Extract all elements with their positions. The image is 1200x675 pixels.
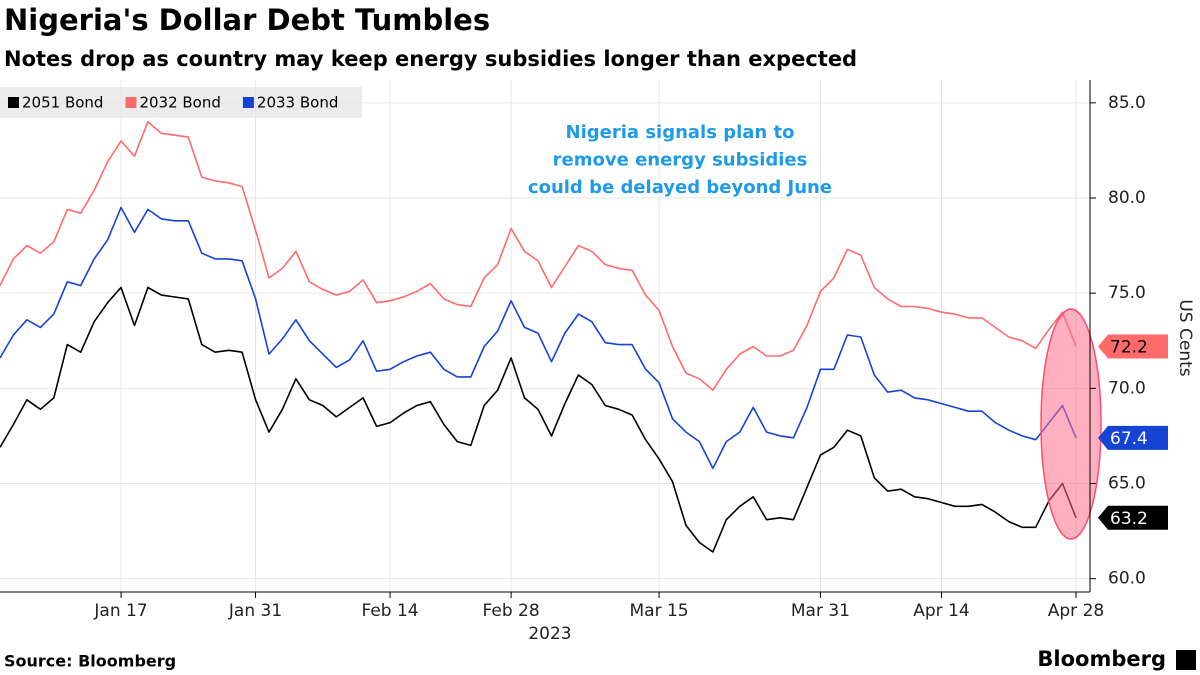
x-tick-label: Apr 14 [913, 601, 969, 621]
x-tick-label: Jan 17 [93, 601, 147, 621]
y-tick-label: 60.0 [1108, 569, 1146, 589]
end-tag-label: 72.2 [1110, 337, 1148, 357]
end-tag [1098, 334, 1168, 359]
x-tick-label: Feb 28 [483, 601, 540, 621]
y-tick-label: 80.0 [1108, 188, 1146, 208]
highlight [1040, 308, 1102, 540]
plot [0, 121, 1077, 553]
y-axis-label: US Cents [1175, 299, 1195, 376]
legend-label: 2032 Bond [139, 94, 220, 112]
end-tag [1098, 425, 1168, 450]
y-tick-label: 75.0 [1108, 283, 1146, 303]
annotation: remove energy subsidies [553, 150, 808, 171]
chart-title: Nigeria's Dollar Debt Tumbles [4, 3, 490, 37]
annotation: Nigeria signals plan to [566, 122, 795, 143]
legend-swatch [125, 97, 137, 108]
legend-label: 2033 Bond [257, 94, 338, 112]
y-tick-label: 65.0 [1108, 474, 1146, 494]
source: Source: Bloomberg [4, 652, 176, 671]
legend-swatch [242, 97, 254, 108]
legend-swatch [8, 97, 19, 108]
x-axis-label: 2023 [528, 624, 571, 644]
end-tag [1098, 505, 1168, 530]
annotation: could be delayed beyond June [528, 177, 832, 198]
grid [0, 80, 1090, 592]
brand: Bloomberg [1037, 647, 1166, 671]
chart-subtitle: Notes drop as country may keep energy su… [4, 47, 857, 71]
x-tick-label: Mar 15 [629, 601, 688, 621]
line-series [0, 206, 1077, 470]
x-tick-label: Apr 28 [1048, 601, 1104, 621]
line-series [0, 286, 1077, 553]
legend-label: 2051 Bond [22, 94, 103, 112]
y-tick-label: 85.0 [1108, 93, 1146, 113]
end-tag-label: 63.2 [1110, 509, 1148, 529]
y-tick-label: 70.0 [1108, 378, 1146, 398]
brand-icon [1176, 650, 1196, 670]
axes: 60.0 65.0 70.0 75.0 80.0 85.0 Jan 17 Jan 31 Feb … [0, 80, 1168, 644]
line-series [0, 121, 1077, 391]
x-tick-label: Mar 31 [791, 601, 850, 621]
end-tag-label: 67.4 [1110, 429, 1148, 449]
x-tick-label: Feb 14 [361, 601, 418, 621]
x-tick-label: Jan 31 [228, 601, 282, 621]
